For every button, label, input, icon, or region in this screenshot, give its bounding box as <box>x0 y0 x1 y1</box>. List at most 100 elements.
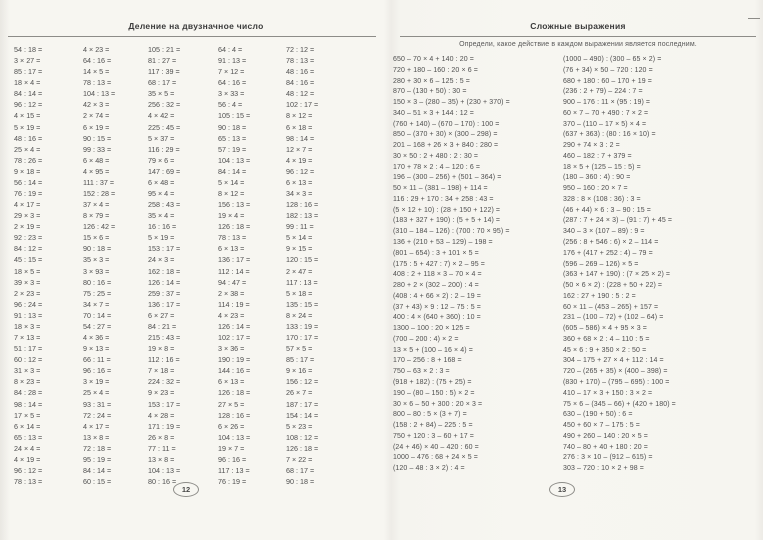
expression: 170 + 78 × 2 : 4 – 120 : 6 = <box>393 163 481 171</box>
math-problem: 37 × 4 = <box>83 200 110 210</box>
expression: (236 : 2 + 79) – 224 : 7 = <box>563 88 643 96</box>
expression: 280 + 2 × (302 – 200) : 4 = <box>393 282 479 290</box>
expression: 340 – 51 × 3 + 144 : 12 = <box>393 109 474 117</box>
math-problem: 29 × 3 = <box>14 211 41 221</box>
math-problem: 4 × 23 = <box>83 45 110 54</box>
math-problem: 98 : 14 = <box>14 399 43 409</box>
math-problem: 78 : 26 = <box>14 155 43 165</box>
expression: 370 – (110 – 17 × 5) × 4 = <box>563 120 647 128</box>
math-problem: 35 × 5 = <box>148 89 175 99</box>
math-problem: 117 : 13 = <box>286 277 318 287</box>
math-problem: 7 × 18 = <box>148 366 175 376</box>
right-title-rule <box>400 36 756 37</box>
math-problem: 84 : 12 = <box>14 244 43 254</box>
expression: 850 – (370 + 30) × (300 – 298) = <box>393 131 498 139</box>
expression: 900 – 176 : 11 × (95 : 19) = <box>563 99 651 107</box>
math-problem: 70 : 14 = <box>83 310 112 320</box>
corner-mark <box>748 18 760 19</box>
math-problem: 117 : 13 = <box>218 465 250 475</box>
expression: 328 : 8 × (108 : 36) : 3 = <box>563 195 641 203</box>
math-problem: 84 : 21 = <box>148 321 177 331</box>
expression: (287 : 7 + 24 × 3) – (91 : 7) + 45 = <box>563 217 673 225</box>
math-problem: 182 : 13 = <box>286 211 319 221</box>
math-problem: 26 × 8 = <box>148 432 175 442</box>
expression: (596 – 269 – 126) × 5 = <box>563 260 639 268</box>
expression: 50 × 11 – (381 – 198) + 114 = <box>393 185 488 193</box>
math-problem: 77 : 11 = <box>148 443 176 453</box>
math-problem: 96 : 16 = <box>218 454 247 464</box>
math-problem: 5 × 23 = <box>286 421 313 431</box>
expression: (76 + 34) × 50 – 720 : 120 = <box>563 66 653 74</box>
right-page-number: 13 <box>549 482 575 497</box>
math-problem: 133 : 19 = <box>286 321 319 331</box>
math-problem: 2 × 47 = <box>286 266 313 276</box>
math-problem: 4 × 19 = <box>14 454 41 464</box>
math-problem: 85 : 17 = <box>14 67 43 77</box>
expression: 400 : 4 × (640 + 360) : 10 = <box>393 314 481 322</box>
math-problem: 259 : 37 = <box>148 288 181 298</box>
math-problem: 72 : 12 = <box>286 45 315 54</box>
right-expressions-column-2: (1000 – 490) : (300 – 65 × 2) = (76 + 34)… <box>563 55 676 475</box>
expression: 408 : 2 + 118 × 3 – 70 × 4 = <box>393 271 482 279</box>
math-problem: 171 : 19 = <box>148 421 181 431</box>
math-problem: 95 × 4 = <box>148 189 175 199</box>
math-problem: 4 × 36 = <box>83 333 110 343</box>
expression: (700 – 200 : 4) × 2 = <box>393 335 459 343</box>
math-problem: 6 × 48 = <box>148 177 175 187</box>
expression: (120 – 48 : 3 × 2) : 4 = <box>393 465 465 473</box>
math-problem: 120 : 15 = <box>286 255 319 265</box>
math-problem: 96 : 16 = <box>83 366 112 376</box>
math-problem: 3 × 19 = <box>83 377 110 387</box>
math-problem: 78 : 13 = <box>83 78 112 88</box>
math-problem: 99 : 11 = <box>286 222 314 232</box>
math-problem: 105 : 21 = <box>148 45 181 54</box>
math-problem: 60 : 15 = <box>83 477 112 487</box>
expression: 1300 – 100 : 20 × 125 = <box>393 325 470 333</box>
math-problem: 7 × 12 = <box>218 67 245 77</box>
right-page-title: Сложные выражения <box>530 21 626 31</box>
math-problem: 96 : 12 = <box>286 166 315 176</box>
math-problem: 35 × 3 = <box>83 255 110 265</box>
math-problem: 24 × 4 = <box>14 443 41 453</box>
expression: (46 + 44) × 6 : 3 – 90 : 15 = <box>563 206 651 214</box>
expression: 162 : 27 + 190 : 5 : 2 = <box>563 292 636 300</box>
math-problem: 2 × 74 = <box>83 111 110 121</box>
expression: 340 – 3 × (107 – 89) : 9 = <box>563 228 645 236</box>
math-problem: 136 : 17 = <box>218 255 251 265</box>
expression: 650 – 70 × 4 + 140 : 20 = <box>393 56 474 63</box>
math-problem: 6 × 13 = <box>286 177 313 187</box>
math-problem: 68 : 17 = <box>286 465 315 475</box>
expression: 13 × 5 + (100 – 16 × 4) = <box>393 346 473 354</box>
math-problem: 65 : 13 = <box>14 432 43 442</box>
math-problem: 114 : 19 = <box>218 299 250 309</box>
math-problem: 35 × 4 = <box>148 211 175 221</box>
math-problem: 3 × 27 = <box>14 56 41 66</box>
math-problem: 5 × 19 = <box>14 122 41 132</box>
left-problems-column-4: 64 : 4 = 91 : 13 = 7 × 12 = 64 : 16 = 3 × 33… <box>218 44 250 487</box>
expression: 750 + 120 : 3 – 60 + 17 = <box>393 432 474 440</box>
math-problem: 99 : 33 = <box>83 144 112 154</box>
expression: (310 – 184 – 126) : (700 : 70 × 95) = <box>393 228 510 236</box>
math-problem: 84 : 14 = <box>83 465 112 475</box>
math-problem: 4 × 28 = <box>148 410 175 420</box>
math-problem: 56 : 4 = <box>218 100 243 110</box>
math-problem: 6 × 13 = <box>218 244 245 254</box>
math-problem: 4 × 95 = <box>83 166 110 176</box>
math-problem: 136 : 17 = <box>148 299 181 309</box>
math-problem: 84 : 14 = <box>14 89 43 99</box>
math-problem: 7 × 13 = <box>14 333 41 343</box>
math-problem: 18 × 4 = <box>14 78 41 88</box>
math-problem: 48 : 12 = <box>286 89 315 99</box>
right-expressions-column-1: 650 – 70 × 4 + 140 : 20 = 720 + 180 – 160… <box>393 55 510 475</box>
math-problem: 187 : 17 = <box>286 399 319 409</box>
expression: 60 × 11 – (453 – 265) + 157 = <box>563 303 659 311</box>
math-problem: 18 × 3 = <box>14 321 41 331</box>
expression: (363 + 147 + 190) : (7 × 25 × 2) = <box>563 271 671 279</box>
math-problem: 48 : 16 = <box>286 67 315 77</box>
expression: 201 – 168 + 26 × 3 + 840 : 280 = <box>393 142 499 150</box>
expression: 136 + (210 + 53 – 129) – 198 = <box>393 239 493 247</box>
expression: (830 + 170) – (795 – 695) : 100 = <box>563 378 670 386</box>
math-problem: 19 × 7 = <box>218 443 245 453</box>
left-page-title: Деление на двузначное число <box>128 21 264 31</box>
